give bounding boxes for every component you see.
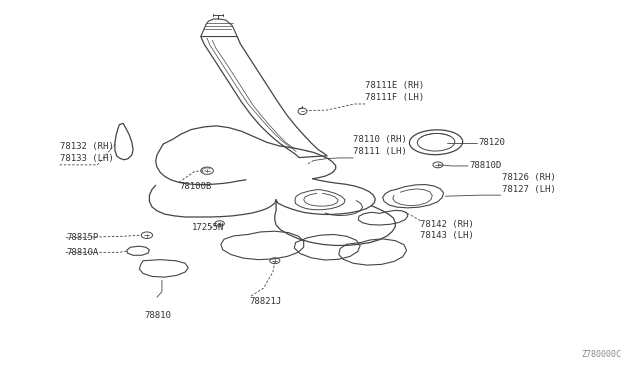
Text: 78132 (RH)
78133 (LH): 78132 (RH) 78133 (LH) xyxy=(60,142,113,163)
Text: 78821J: 78821J xyxy=(250,297,282,306)
Text: 78110 (RH)
78111 (LH): 78110 (RH) 78111 (LH) xyxy=(353,135,407,156)
Text: 78810A: 78810A xyxy=(66,248,98,257)
Text: 78111E (RH)
78111F (LH): 78111E (RH) 78111F (LH) xyxy=(365,81,424,102)
Text: 78126 (RH)
78127 (LH): 78126 (RH) 78127 (LH) xyxy=(502,173,556,194)
Text: 78815P: 78815P xyxy=(66,233,98,242)
Text: 78120: 78120 xyxy=(478,138,505,147)
Text: Z780000C: Z780000C xyxy=(581,350,621,359)
Text: 17255N: 17255N xyxy=(191,224,223,232)
Text: 78142 (RH)
78143 (LH): 78142 (RH) 78143 (LH) xyxy=(420,219,474,240)
Text: 78810D: 78810D xyxy=(469,161,502,170)
Text: 78810: 78810 xyxy=(145,311,172,320)
Text: 78100B: 78100B xyxy=(179,182,211,191)
